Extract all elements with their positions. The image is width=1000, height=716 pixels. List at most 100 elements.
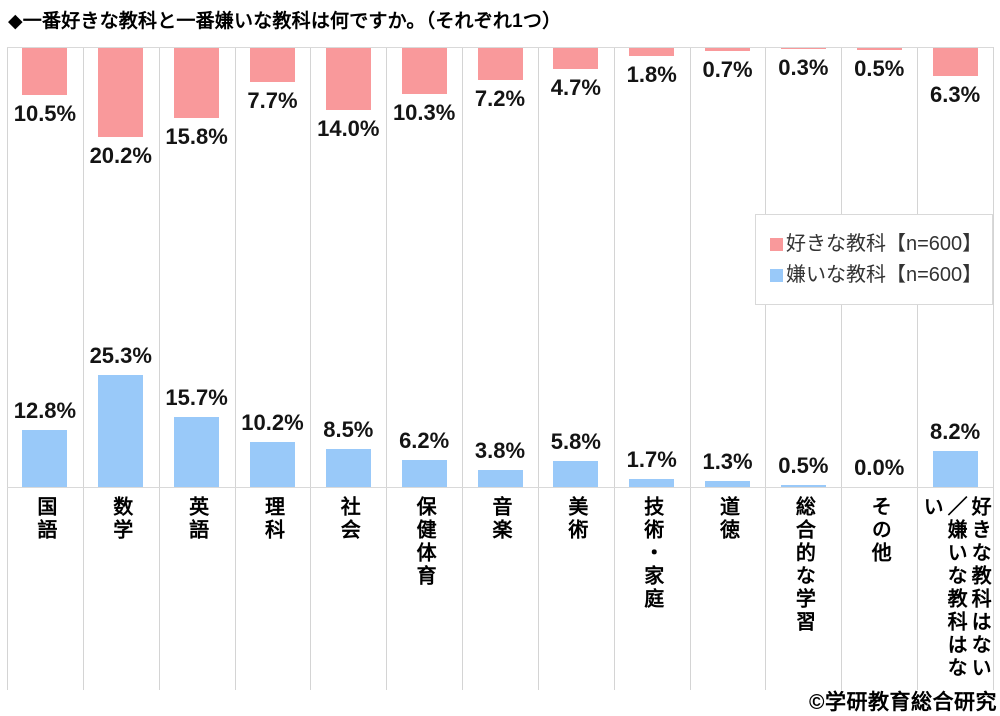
gridline xyxy=(917,47,919,690)
gridline xyxy=(613,47,615,690)
category-label-text: 道徳 xyxy=(716,496,739,542)
category-label: その他 xyxy=(841,496,917,690)
disliked-bar xyxy=(22,430,68,487)
gridline xyxy=(765,47,767,690)
favorite-value-label: 10.5% xyxy=(13,100,77,126)
disliked-bar xyxy=(249,441,295,487)
gridline xyxy=(7,47,8,690)
disliked-value-label: 0.0% xyxy=(854,455,905,480)
category-label-text: 総合的な学習 xyxy=(792,496,815,634)
disliked-value-label: 0.5% xyxy=(778,452,829,478)
favorite-bar xyxy=(553,48,599,69)
favorite-value-label: 6.3% xyxy=(929,81,981,107)
legend-item-favorite: 好きな教科【n=600】 xyxy=(770,232,992,256)
disliked-value-label: 1.3% xyxy=(702,449,753,475)
favorite-bar xyxy=(780,48,826,50)
favorite-bar xyxy=(401,48,447,94)
legend-swatch-favorite xyxy=(770,237,783,251)
gridline xyxy=(158,47,160,690)
favorite-value-label: 10.3% xyxy=(392,99,456,125)
gridline xyxy=(537,47,539,690)
legend: 好きな教科【n=600】 嫌いな教科【n=600】 xyxy=(755,214,993,305)
category-label-text: 国語 xyxy=(33,496,56,542)
favorite-value-label: 0.5% xyxy=(854,56,905,82)
gridline xyxy=(841,47,843,690)
disliked-value-label: 12.8% xyxy=(13,398,77,424)
favorite-bar xyxy=(249,48,295,83)
category-label: 美術 xyxy=(538,496,614,690)
category-label-text: 理科 xyxy=(261,496,284,542)
category-label: 国語 xyxy=(7,496,83,690)
gridline xyxy=(310,47,312,690)
category-label-text: 数学 xyxy=(109,496,132,542)
favorite-bar xyxy=(629,48,675,56)
disliked-value-label: 8.5% xyxy=(323,417,374,443)
category-label-text: 好きな教科はない ／嫌いな教科はない xyxy=(920,496,991,680)
gridline xyxy=(386,47,388,690)
category-label-text: 音楽 xyxy=(488,496,511,542)
legend-swatch-disliked xyxy=(770,268,783,282)
category-label: 技術・家庭 xyxy=(614,496,690,690)
favorite-bar xyxy=(98,48,144,138)
disliked-value-label: 25.3% xyxy=(89,342,152,368)
gridline xyxy=(993,47,994,690)
gridline xyxy=(234,47,236,690)
favorite-bar xyxy=(856,48,902,51)
category-label-text: 英語 xyxy=(185,496,208,542)
favorite-value-label: 7.2% xyxy=(474,85,526,111)
category-label-text: その他 xyxy=(868,496,891,565)
disliked-bar xyxy=(325,449,371,487)
disliked-bar xyxy=(780,484,826,487)
disliked-bar xyxy=(401,459,447,487)
favorite-value-label: 0.7% xyxy=(702,57,753,83)
category-label: 道徳 xyxy=(690,496,766,690)
favorite-value-label: 20.2% xyxy=(89,143,152,169)
favorite-bar xyxy=(174,48,220,118)
favorite-value-label: 14.0% xyxy=(317,116,380,142)
legend-item-disliked: 嫌いな教科【n=600】 xyxy=(770,263,992,287)
category-label-text: 保健体育 xyxy=(413,496,436,588)
favorite-bar xyxy=(477,48,523,80)
favorite-bar xyxy=(932,48,978,76)
category-label: 英語 xyxy=(159,496,235,690)
category-label: 好きな教科はない ／嫌いな教科はない xyxy=(917,496,993,690)
disliked-value-label: 3.8% xyxy=(474,438,526,464)
disliked-value-label: 1.7% xyxy=(626,447,677,473)
category-label: 社会 xyxy=(310,496,386,690)
favorite-value-label: 7.7% xyxy=(247,88,298,114)
disliked-bar xyxy=(98,374,144,487)
disliked-bar xyxy=(932,450,978,487)
category-label: 音楽 xyxy=(462,496,538,690)
favorite-value-label: 1.8% xyxy=(626,61,677,87)
gridline xyxy=(82,47,84,690)
category-label: 数学 xyxy=(83,496,159,690)
favorite-value-label: 0.3% xyxy=(778,55,829,81)
category-label: 保健体育 xyxy=(386,496,462,690)
legend-label-disliked: 嫌いな教科【n=600】 xyxy=(786,264,983,286)
gridline xyxy=(462,47,464,690)
disliked-bar xyxy=(553,461,599,487)
copyright: ©学研教育総合研究 xyxy=(809,691,997,714)
disliked-value-label: 6.2% xyxy=(399,427,450,453)
category-label: 総合的な学習 xyxy=(765,496,841,690)
chart-title: ◆一番好きな教科と一番嫌いな教科は何ですか。（それぞれ1つ） xyxy=(8,11,562,32)
disliked-value-label: 15.7% xyxy=(165,385,228,411)
favorite-bar xyxy=(325,48,371,111)
disliked-value-label: 5.8% xyxy=(550,429,601,455)
favorite-bar xyxy=(22,48,68,95)
category-label: 理科 xyxy=(235,496,311,690)
category-label-text: 美術 xyxy=(564,496,587,542)
baseline xyxy=(7,487,993,488)
category-label-text: 技術・家庭 xyxy=(640,496,663,611)
category-label-text: 社会 xyxy=(337,496,360,542)
disliked-value-label: 8.2% xyxy=(929,418,981,444)
disliked-bar xyxy=(629,479,675,487)
disliked-value-label: 10.2% xyxy=(241,409,304,435)
disliked-bar xyxy=(174,417,220,487)
favorite-value-label: 4.7% xyxy=(550,74,601,100)
plot-top-border xyxy=(7,47,993,48)
favorite-value-label: 15.8% xyxy=(165,123,228,149)
gridline xyxy=(689,47,691,690)
disliked-bar xyxy=(705,481,751,487)
